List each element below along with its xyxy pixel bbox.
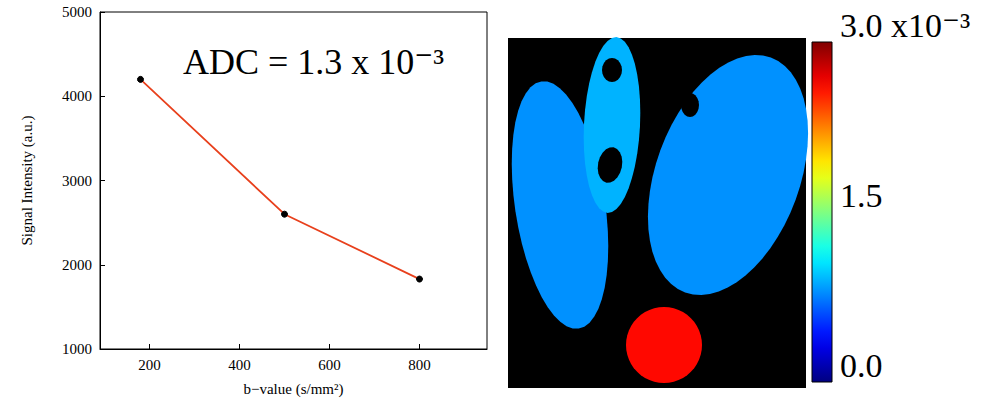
svg-text:2000: 2000 [62, 257, 92, 273]
svg-text:5000: 5000 [62, 4, 92, 20]
svg-text:3.0 x10⁻³: 3.0 x10⁻³ [840, 7, 970, 44]
svg-text:800: 800 [408, 357, 431, 373]
svg-text:4000: 4000 [62, 88, 92, 104]
svg-text:1.5: 1.5 [840, 177, 883, 214]
svg-text:1000: 1000 [62, 341, 92, 357]
svg-text:3000: 3000 [62, 173, 92, 189]
svg-text:400: 400 [228, 357, 251, 373]
svg-text:200: 200 [138, 357, 161, 373]
svg-text:ADC = 1.3 x 10⁻³: ADC = 1.3 x 10⁻³ [183, 42, 444, 82]
svg-text:600: 600 [318, 357, 341, 373]
svg-text:0.0: 0.0 [840, 347, 883, 384]
svg-text:b−value (s/mm²): b−value (s/mm²) [243, 381, 343, 398]
svg-text:Signal Intensity (a.u.): Signal Intensity (a.u.) [19, 116, 36, 246]
